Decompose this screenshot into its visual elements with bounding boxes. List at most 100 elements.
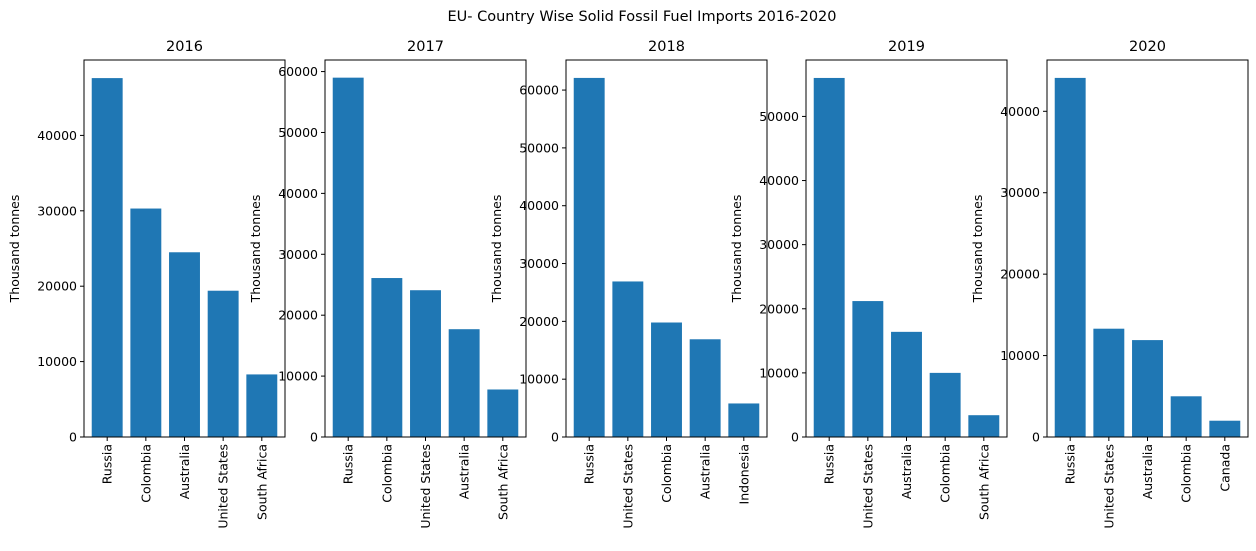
- bar-indonesia: [728, 403, 760, 437]
- bar-canada: [1209, 420, 1241, 437]
- x-tick-label: Colombia: [1179, 444, 1194, 503]
- subplot-title: 2020: [1129, 39, 1166, 55]
- y-tick-label: 10000: [278, 369, 318, 384]
- subplot-title: 2019: [888, 39, 925, 55]
- y-tick-label: 20000: [37, 279, 77, 294]
- bar-russia: [813, 77, 845, 437]
- bar-colombia: [929, 372, 961, 437]
- x-tick-label: Colombia: [379, 444, 394, 503]
- y-tick-label: 50000: [519, 140, 559, 155]
- y-axis-label: Thousand tonnes: [248, 195, 263, 304]
- bar-colombia: [130, 208, 162, 437]
- x-tick-label: Russia: [822, 444, 837, 484]
- axes-frame: [83, 59, 286, 438]
- axes-frame: [324, 59, 527, 438]
- y-axis-label: Thousand tonnes: [7, 195, 22, 304]
- figure-title: EU- Country Wise Solid Fossil Fuel Impor…: [448, 9, 837, 25]
- bar-australia: [448, 329, 480, 437]
- y-tick-label: 10000: [519, 372, 559, 387]
- y-tick-label: 30000: [278, 247, 318, 262]
- y-tick-label: 0: [310, 430, 318, 445]
- x-tick-label: United States: [216, 444, 231, 529]
- y-tick-label: 40000: [37, 128, 77, 143]
- y-tick-label: 50000: [759, 109, 799, 124]
- x-tick-label: Australia: [899, 444, 914, 499]
- subplot-title: 2017: [407, 39, 444, 55]
- x-tick-label: Australia: [457, 444, 472, 499]
- y-tick-label: 0: [551, 430, 559, 445]
- bar-colombia: [1170, 396, 1202, 437]
- y-tick-label: 40000: [278, 186, 318, 201]
- bar-united-states: [1093, 328, 1125, 437]
- y-tick-label: 50000: [278, 125, 318, 140]
- y-tick-label: 30000: [519, 256, 559, 271]
- bar-united-states: [410, 290, 441, 437]
- y-axis-label: Thousand tonnes: [970, 195, 985, 304]
- x-tick-label: United States: [1101, 444, 1116, 529]
- subplot-title: 2016: [166, 39, 203, 55]
- subplot-2017: Russia Colombia United States Australia Sout…: [248, 39, 527, 529]
- bar-united-states: [852, 301, 884, 437]
- bar-russia: [573, 77, 605, 438]
- bar-colombia: [371, 278, 403, 437]
- y-tick-label: 30000: [759, 237, 799, 252]
- bar-united-states: [207, 290, 239, 437]
- bar-russia: [91, 78, 123, 437]
- y-tick-label: 20000: [759, 301, 799, 316]
- x-tick-label: United States: [620, 444, 635, 529]
- y-tick-label: 60000: [278, 64, 318, 79]
- x-tick-label: Canada: [1217, 444, 1232, 492]
- y-tick-label: 0: [791, 430, 799, 445]
- axes-frame: [565, 59, 768, 438]
- y-tick-label: 20000: [1000, 267, 1040, 282]
- y-tick-label: 0: [1032, 430, 1040, 445]
- subplot-2020: Russia United States Australia Colombia Cana…: [970, 39, 1249, 529]
- subplot-2016: Russia Colombia Australia United States Sout…: [7, 39, 286, 529]
- x-tick-label: South Africa: [495, 444, 510, 520]
- x-tick-label: Indonesia: [736, 444, 751, 504]
- x-tick-label: South Africa: [254, 444, 269, 520]
- y-tick-label: 30000: [37, 203, 77, 218]
- bar-australia: [169, 252, 200, 437]
- y-tick-label: 0: [69, 430, 77, 445]
- y-tick-label: 60000: [519, 83, 559, 98]
- axes-frame: [1046, 59, 1249, 438]
- x-tick-label: Colombia: [138, 444, 153, 503]
- axes-frame: [805, 59, 1008, 438]
- bar-south-africa: [487, 389, 519, 437]
- y-tick-label: 10000: [37, 354, 77, 369]
- bar-south-africa: [246, 374, 278, 437]
- x-tick-label: Colombia: [938, 444, 953, 503]
- y-tick-label: 10000: [1000, 348, 1040, 363]
- x-tick-label: Australia: [177, 444, 192, 499]
- x-tick-label: United States: [418, 444, 433, 529]
- x-tick-label: Russia: [100, 444, 115, 484]
- y-tick-label: 30000: [1000, 185, 1040, 200]
- bar-australia: [689, 339, 721, 437]
- subplot-2018: Russia United States Colombia Australia Indo…: [489, 39, 768, 529]
- x-tick-label: Australia: [698, 444, 713, 499]
- bar-australia: [891, 331, 922, 437]
- x-tick-label: United States: [860, 444, 875, 529]
- y-tick-label: 10000: [759, 365, 799, 380]
- bar-colombia: [651, 322, 682, 437]
- bar-australia: [1132, 340, 1163, 437]
- x-tick-label: Colombia: [659, 444, 674, 503]
- y-tick-label: 40000: [1000, 104, 1040, 119]
- x-tick-label: Russia: [341, 444, 356, 484]
- y-tick-label: 20000: [519, 314, 559, 329]
- x-tick-label: Russia: [1063, 444, 1078, 484]
- y-tick-label: 40000: [519, 198, 559, 213]
- x-tick-label: Russia: [582, 444, 597, 484]
- subplot-2019: Russia United States Australia Colombia Sout…: [729, 39, 1008, 529]
- y-tick-label: 40000: [759, 173, 799, 188]
- x-tick-label: Australia: [1140, 444, 1155, 499]
- subplot-title: 2018: [648, 39, 685, 55]
- y-axis-label: Thousand tonnes: [489, 195, 504, 304]
- y-tick-label: 20000: [278, 308, 318, 323]
- x-tick-label: South Africa: [976, 444, 991, 520]
- bar-russia: [332, 77, 364, 437]
- y-axis-label: Thousand tonnes: [729, 195, 744, 304]
- bar-russia: [1054, 77, 1086, 437]
